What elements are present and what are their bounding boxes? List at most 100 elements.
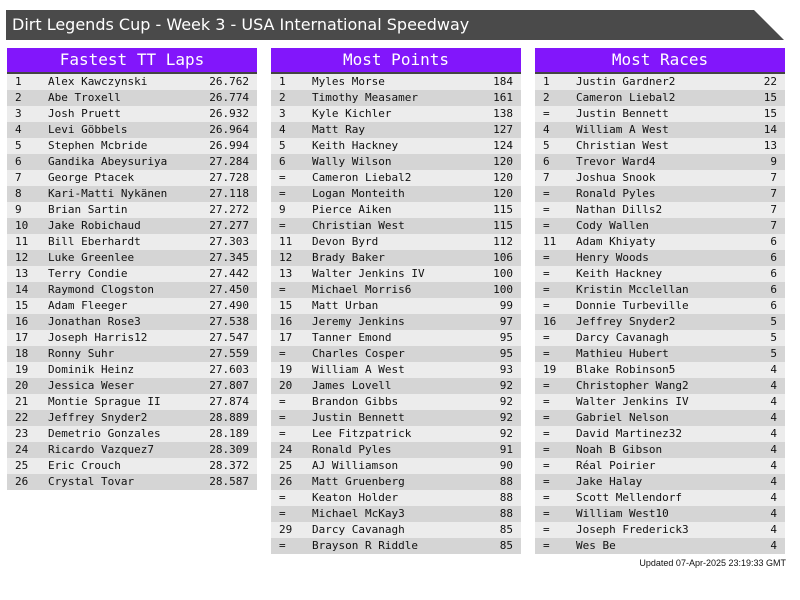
driver-name-cell: Matt Gruenberg bbox=[312, 475, 405, 488]
table-row: 6 Wally Wilson 120 bbox=[271, 154, 521, 170]
driver-name-cell: Jonathan Rose3 bbox=[48, 315, 141, 328]
table-row: 20 Jessica Weser 27.807 bbox=[7, 378, 257, 394]
driver-name-cell: Cody Wallen bbox=[576, 219, 649, 232]
value-cell: 97 bbox=[499, 315, 513, 328]
rank-cell: 4 bbox=[15, 123, 22, 136]
driver-name-cell: James Lovell bbox=[312, 379, 392, 392]
table-row: = Keith Hackney 6 bbox=[535, 266, 785, 282]
table-row: = Christopher Wang2 4 bbox=[535, 378, 785, 394]
page-title: Dirt Legends Cup - Week 3 - USA Internat… bbox=[6, 10, 784, 40]
value-cell: 4 bbox=[770, 491, 777, 504]
rank-cell: 16 bbox=[15, 315, 29, 328]
table-row: = Scott Mellendorf 4 bbox=[535, 490, 785, 506]
rank-cell: 20 bbox=[279, 379, 293, 392]
rank-cell: 5 bbox=[15, 139, 22, 152]
table-row: 16 Jonathan Rose3 27.538 bbox=[7, 314, 257, 330]
driver-name-cell: Alex Kawczynski bbox=[48, 75, 148, 88]
driver-name-cell: Timothy Measamer bbox=[312, 91, 418, 104]
driver-name-cell: Charles Cosper bbox=[312, 347, 405, 360]
driver-name-cell: Demetrio Gonzales bbox=[48, 427, 161, 440]
table-row: = Michael Morris6 100 bbox=[271, 282, 521, 298]
value-cell: 27.559 bbox=[209, 347, 249, 360]
rank-cell: 22 bbox=[15, 411, 29, 424]
table-row: 5 Christian West 13 bbox=[535, 138, 785, 154]
table-row: 8 Kari-Matti Nykänen 27.118 bbox=[7, 186, 257, 202]
driver-name-cell: George Ptacek bbox=[48, 171, 135, 184]
rank-cell: 21 bbox=[15, 395, 29, 408]
rank-cell: 15 bbox=[15, 299, 29, 312]
driver-name-cell: Levi Göbbels bbox=[48, 123, 128, 136]
table-row: = Michael McKay3 88 bbox=[271, 506, 521, 522]
rank-cell: 26 bbox=[279, 475, 293, 488]
rank-cell: 11 bbox=[543, 235, 557, 248]
driver-name-cell: Cameron Liebal2 bbox=[576, 91, 676, 104]
driver-name-cell: Jake Halay bbox=[576, 475, 643, 488]
table-row: 23 Demetrio Gonzales 28.189 bbox=[7, 426, 257, 442]
driver-name-cell: William A West bbox=[312, 363, 405, 376]
value-cell: 124 bbox=[493, 139, 513, 152]
driver-name-cell: Jeffrey Snyder2 bbox=[576, 315, 676, 328]
value-cell: 27.303 bbox=[209, 235, 249, 248]
most-races-table: Most Races 1 Justin Gardner2 22 2 Cameron Li… bbox=[535, 48, 785, 554]
value-cell: 106 bbox=[493, 251, 513, 264]
value-cell: 100 bbox=[493, 267, 513, 280]
table-row: = Logan Monteith 120 bbox=[271, 186, 521, 202]
rank-cell: 17 bbox=[15, 331, 29, 344]
driver-name-cell: Crystal Tovar bbox=[48, 475, 135, 488]
table-row: 17 Tanner Emond 95 bbox=[271, 330, 521, 346]
rank-cell: 12 bbox=[15, 251, 29, 264]
driver-name-cell: Luke Greenlee bbox=[48, 251, 135, 264]
value-cell: 92 bbox=[499, 411, 513, 424]
rank-cell: 6 bbox=[279, 155, 286, 168]
value-cell: 27.874 bbox=[209, 395, 249, 408]
value-cell: 13 bbox=[763, 139, 777, 152]
value-cell: 99 bbox=[499, 299, 513, 312]
rank-cell: = bbox=[279, 347, 286, 360]
rank-cell: = bbox=[543, 379, 550, 392]
driver-name-cell: Brayson R Riddle bbox=[312, 539, 418, 552]
value-cell: 115 bbox=[493, 203, 513, 216]
driver-name-cell: Scott Mellendorf bbox=[576, 491, 682, 504]
table-row: 2 Timothy Measamer 161 bbox=[271, 90, 521, 106]
value-cell: 27.284 bbox=[209, 155, 249, 168]
value-cell: 4 bbox=[770, 363, 777, 376]
driver-name-cell: Myles Morse bbox=[312, 75, 385, 88]
driver-name-cell: Dominik Heinz bbox=[48, 363, 135, 376]
table-row: = Henry Woods 6 bbox=[535, 250, 785, 266]
value-cell: 4 bbox=[770, 379, 777, 392]
table-row: = Réal Poirier 4 bbox=[535, 458, 785, 474]
driver-name-cell: Keith Hackney bbox=[312, 139, 399, 152]
rank-cell: = bbox=[543, 203, 550, 216]
value-cell: 28.889 bbox=[209, 411, 249, 424]
value-cell: 4 bbox=[770, 507, 777, 520]
value-cell: 27.547 bbox=[209, 331, 249, 344]
driver-name-cell: Joseph Frederick3 bbox=[576, 523, 689, 536]
value-cell: 5 bbox=[770, 347, 777, 360]
driver-name-cell: Brian Sartin bbox=[48, 203, 128, 216]
rank-cell: 23 bbox=[15, 427, 29, 440]
value-cell: 4 bbox=[770, 443, 777, 456]
table-row: 2 Cameron Liebal2 15 bbox=[535, 90, 785, 106]
table-row: 9 Brian Sartin 27.272 bbox=[7, 202, 257, 218]
value-cell: 27.450 bbox=[209, 283, 249, 296]
value-cell: 27.442 bbox=[209, 267, 249, 280]
table-row: 11 Devon Byrd 112 bbox=[271, 234, 521, 250]
rank-cell: 19 bbox=[279, 363, 293, 376]
table-row: = Keaton Holder 88 bbox=[271, 490, 521, 506]
value-cell: 22 bbox=[763, 75, 777, 88]
table-row: 6 Trevor Ward4 9 bbox=[535, 154, 785, 170]
rank-cell: = bbox=[279, 187, 286, 200]
table-row: 10 Jake Robichaud 27.277 bbox=[7, 218, 257, 234]
table-row: 3 Kyle Kichler 138 bbox=[271, 106, 521, 122]
value-cell: 27.272 bbox=[209, 203, 249, 216]
driver-name-cell: Réal Poirier bbox=[576, 459, 656, 472]
value-cell: 5 bbox=[770, 315, 777, 328]
driver-name-cell: Jeffrey Snyder2 bbox=[48, 411, 148, 424]
rank-cell: = bbox=[543, 219, 550, 232]
table-header: Fastest TT Laps bbox=[7, 48, 257, 74]
value-cell: 27.277 bbox=[209, 219, 249, 232]
updated-timestamp: Updated 07-Apr-2025 23:19:33 GMT bbox=[639, 558, 786, 568]
table-row: = Kristin Mcclellan 6 bbox=[535, 282, 785, 298]
rank-cell: = bbox=[543, 539, 550, 552]
value-cell: 27.538 bbox=[209, 315, 249, 328]
